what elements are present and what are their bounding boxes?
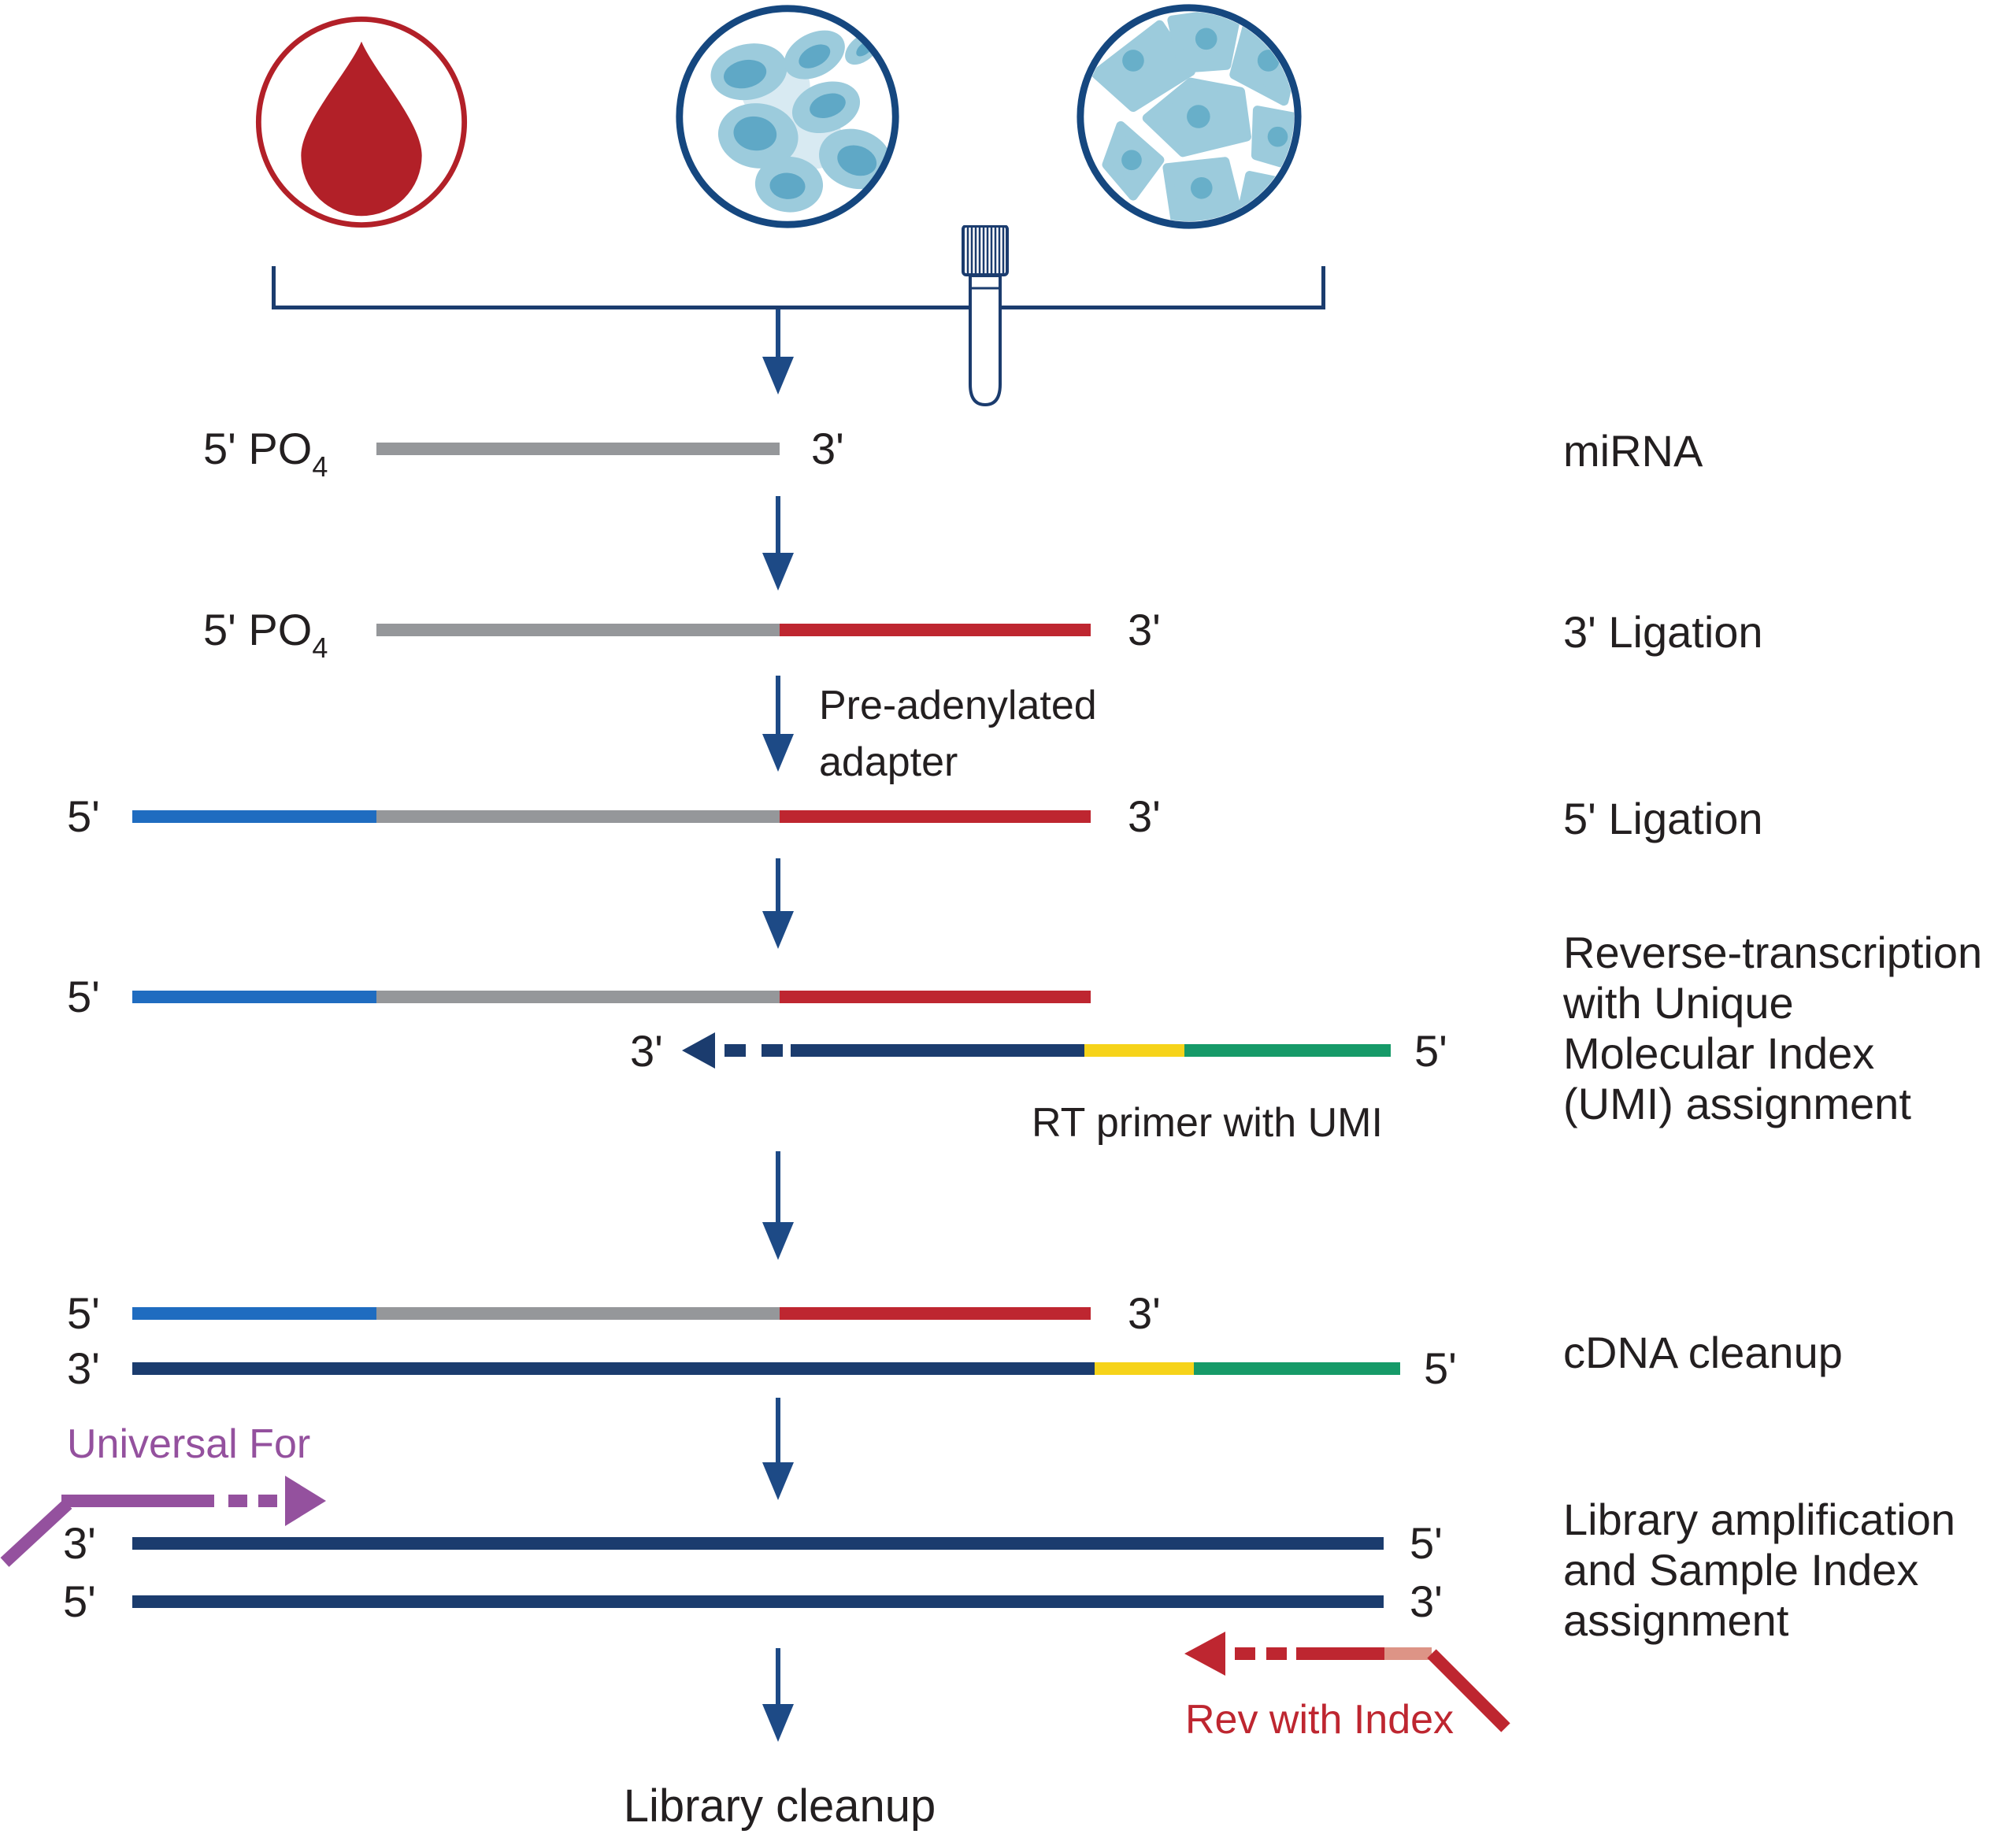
tissue-circle-outline [1077, 4, 1302, 229]
flow-arrow-line [776, 676, 780, 735]
flow-arrow-head [762, 911, 794, 949]
cells-circle-outline [676, 5, 899, 228]
mirna-segment [376, 624, 780, 636]
strand-end-label-5: 5' [1414, 1026, 1447, 1076]
strand-end-label-3: 3' [811, 424, 844, 473]
mirna-segment [376, 810, 780, 823]
flow-arrow-head [762, 357, 794, 395]
adapter-3-segment [780, 991, 1091, 1003]
flow-arrow-line [776, 1151, 780, 1224]
rt-extension-dash [762, 1044, 783, 1057]
flow-arrow-line [776, 1398, 780, 1464]
blood-sample-icon [255, 16, 468, 228]
tissue-sample-icon [1077, 4, 1302, 229]
strand-end-label-5: 5' [1410, 1518, 1443, 1568]
rt-extension-arrow-head [682, 1032, 715, 1069]
strand-end-label-5-po4: 5' PO4 [203, 605, 328, 664]
mirna-segment [376, 991, 780, 1003]
step-label-3-ligation: 3' Ligation [1563, 607, 1763, 657]
universal-forward-primer-label: Universal For [67, 1421, 311, 1467]
strand-end-label-5: 5' [67, 1288, 100, 1338]
step-label-library-cleanup: Library cleanup [623, 1780, 936, 1832]
adapter-3-segment [780, 810, 1091, 823]
strand-end-label-3: 3' [67, 1343, 100, 1393]
strand-end-label-3: 3' [1128, 791, 1161, 841]
adapter-5-segment [132, 810, 376, 823]
adapter-3-segment [780, 624, 1091, 636]
rt-primer-segment [791, 1044, 1084, 1057]
flow-arrow-head [762, 553, 794, 591]
reverse-index-primer [1184, 1632, 1510, 1732]
adapter-5-segment [132, 991, 376, 1003]
primer-adapter-segment [1194, 1362, 1400, 1375]
strand-end-label-5: 5' [67, 791, 100, 841]
strand-end-label-5: 5' [63, 1576, 96, 1626]
universal-forward-primer [0, 1476, 326, 1567]
sources-bracket-left [272, 266, 276, 307]
step-label-5-ligation: 5' Ligation [1563, 794, 1763, 843]
strand-end-label-3: 3' [1128, 605, 1161, 654]
step-label-mirna: miRNA [1563, 426, 1703, 476]
strand-end-label-5-po4: 5' PO4 [203, 424, 328, 483]
index-segment [1384, 1647, 1432, 1660]
library-strand-top [132, 1537, 1384, 1550]
umi-segment [1084, 1044, 1184, 1057]
rt-extension-dash [724, 1044, 746, 1057]
library-strand-bottom [132, 1595, 1384, 1608]
cdna-strand-segment [132, 1362, 1095, 1375]
cell-sample-icon [676, 5, 899, 228]
blood-drop-icon [301, 41, 422, 217]
strand-end-label-5: 5' [1424, 1343, 1457, 1393]
strand-end-label-3: 3' [630, 1026, 663, 1076]
sample-tube-icon [962, 225, 1009, 407]
strand-end-label-3: 3' [63, 1518, 96, 1568]
umi-segment [1095, 1362, 1194, 1375]
flow-arrow-head [762, 1704, 794, 1742]
strand-end-label-5: 5' [67, 972, 100, 1021]
adapter-5-segment [132, 1307, 376, 1320]
mirna-segment [376, 1307, 780, 1320]
mirna-segment [376, 443, 780, 455]
strand-end-label-3: 3' [1410, 1576, 1443, 1626]
flow-arrow-head [762, 1222, 794, 1260]
step-label-cdna-cleanup: cDNA cleanup [1563, 1328, 1843, 1377]
flow-arrow-line [776, 1648, 780, 1706]
reverse-index-primer-label: Rev with Index [1185, 1697, 1455, 1743]
tube-cap [962, 225, 1009, 276]
flow-arrow-line [776, 309, 780, 358]
sources-bracket [272, 306, 1325, 309]
flow-arrow-head [762, 734, 794, 772]
strand-end-label-3: 3' [1128, 1288, 1161, 1338]
rt-primer-annotation: RT primer with UMI [1032, 1100, 1383, 1146]
primer-adapter-segment [1184, 1044, 1391, 1057]
flow-arrow-line [776, 858, 780, 913]
pre-adenylated-adapter-annotation: Pre-adenylated adapter [819, 683, 1097, 785]
flow-arrow-line [776, 496, 780, 554]
reverse-primer-arrow-head [1184, 1632, 1225, 1676]
flow-arrow-head [762, 1462, 794, 1500]
adapter-3-segment [780, 1307, 1091, 1320]
sources-bracket-right [1321, 266, 1325, 309]
forward-primer-arrow-head [285, 1476, 326, 1526]
